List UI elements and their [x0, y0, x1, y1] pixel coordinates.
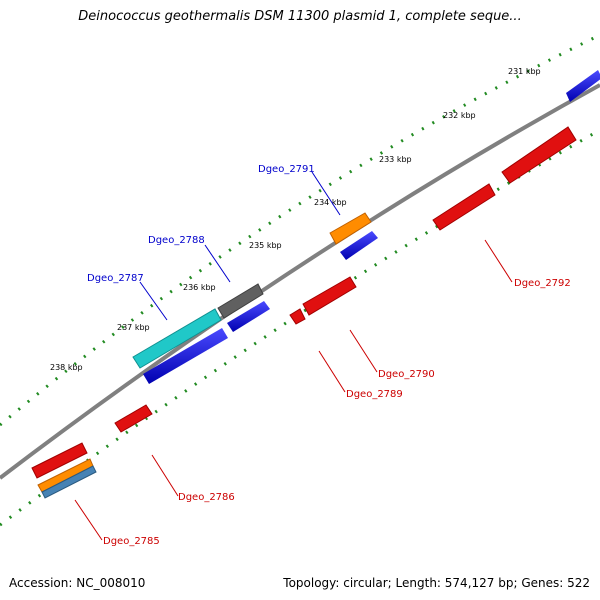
gene-label-2791[interactable]: Dgeo_2791	[258, 164, 315, 175]
gene-label-2789[interactable]: Dgeo_2789	[346, 389, 403, 400]
feature-steelblue-2785[interactable]	[41, 465, 97, 499]
feature-red-left[interactable]	[31, 442, 88, 479]
leader-line	[204, 244, 231, 283]
gene-label-2786[interactable]: Dgeo_2786	[178, 492, 235, 503]
leader-line	[484, 239, 513, 283]
leader-line	[349, 329, 378, 373]
feature-red-2789[interactable]	[289, 308, 306, 325]
leader-line	[151, 454, 179, 497]
tick-label: 236 kbp	[183, 283, 216, 292]
tick-label: 234 kbp	[314, 198, 347, 207]
feature-blue-2787[interactable]	[143, 328, 228, 384]
tick-label: 237 kbp	[117, 323, 150, 332]
leader-line	[74, 499, 103, 541]
topology-summary: Topology: circular; Length: 574,127 bp; …	[283, 576, 590, 590]
map-title: Deinococcus geothermalis DSM 11300 plasm…	[78, 9, 522, 24]
feature-red-2792a[interactable]	[501, 126, 577, 184]
gene-label-2787[interactable]: Dgeo_2787	[87, 273, 144, 284]
feature-blue-top-right[interactable]	[566, 70, 600, 102]
gene-label-2792[interactable]: Dgeo_2792	[514, 278, 571, 289]
gene-label-2785[interactable]: Dgeo_2785	[103, 536, 160, 547]
feature-red-2786[interactable]	[114, 404, 153, 433]
leader-line	[311, 171, 341, 216]
leader-line	[139, 281, 168, 321]
tick-label: 233 kbp	[379, 155, 412, 164]
feature-red-2790[interactable]	[302, 276, 357, 316]
tick-label: 232 kbp	[443, 111, 476, 120]
gene-label-2790[interactable]: Dgeo_2790	[378, 369, 435, 380]
feature-gray-2788[interactable]	[217, 283, 264, 319]
backbone-ring	[0, 83, 600, 480]
feature-orange-2791[interactable]	[329, 212, 372, 245]
outer-tick-track	[0, 33, 600, 427]
accession-text: Accession: NC_008010	[9, 576, 146, 590]
tick-label: 238 kbp	[50, 363, 83, 372]
tick-label: 235 kbp	[249, 241, 282, 250]
leader-line	[318, 350, 346, 393]
feature-blue-2788[interactable]	[227, 301, 270, 332]
feature-cyan-2787[interactable]	[132, 308, 222, 369]
feature-red-2792b[interactable]	[432, 183, 496, 231]
gene-label-2788[interactable]: Dgeo_2788	[148, 235, 205, 246]
feature-blue-2791[interactable]	[340, 231, 378, 260]
tick-label: 231 kbp	[508, 67, 541, 76]
